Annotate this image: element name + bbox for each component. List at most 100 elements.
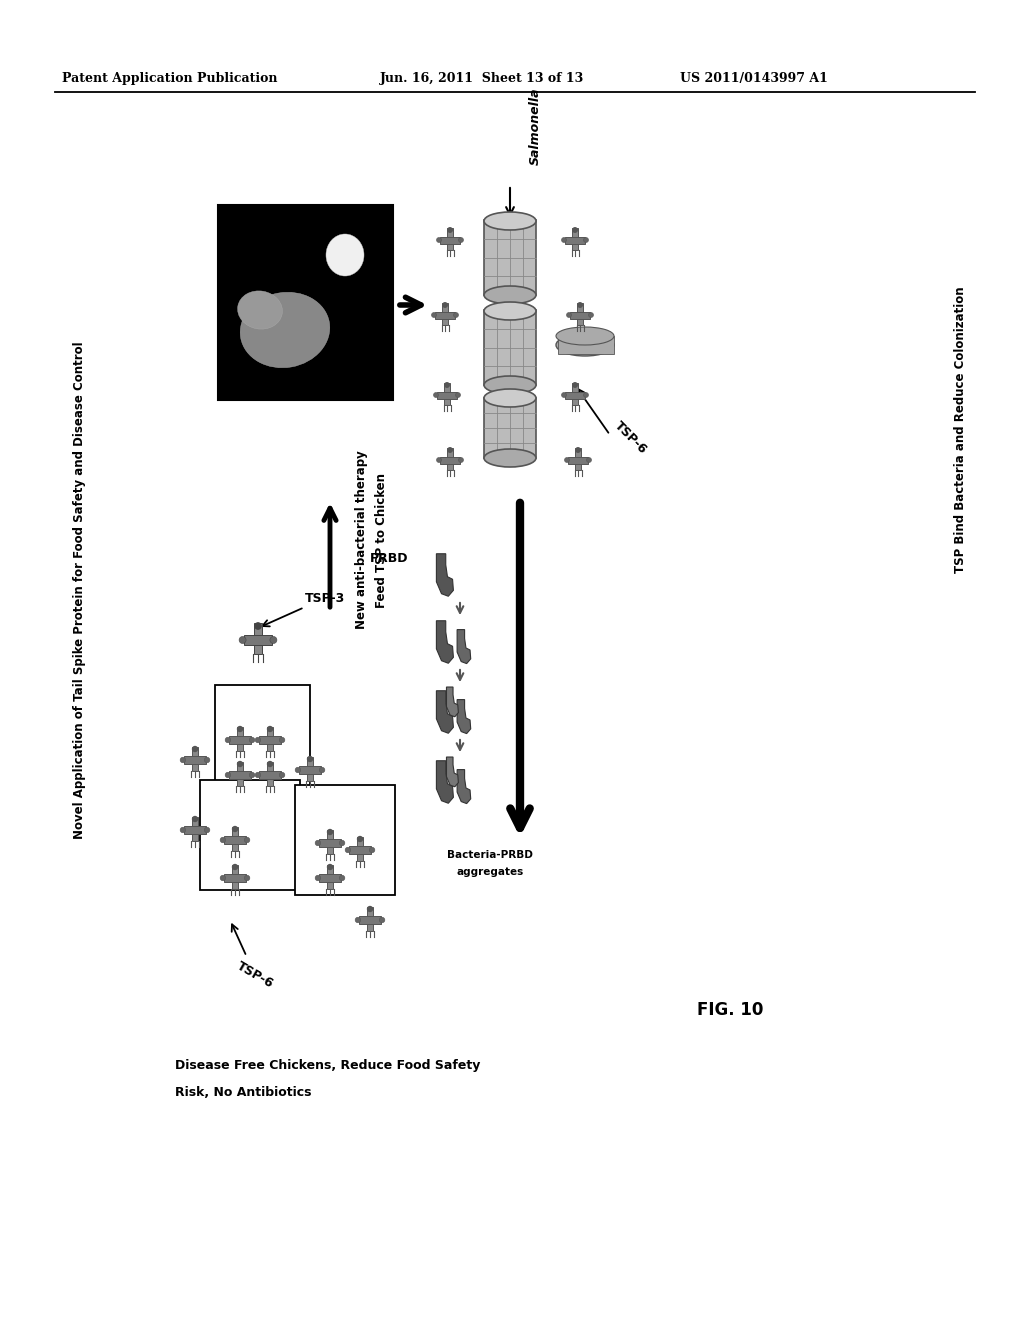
Ellipse shape <box>484 389 536 407</box>
Bar <box>572 228 578 249</box>
Ellipse shape <box>225 772 230 777</box>
Bar <box>558 337 614 354</box>
Ellipse shape <box>556 327 614 345</box>
Ellipse shape <box>241 292 330 368</box>
Ellipse shape <box>566 313 571 318</box>
Text: FIG. 10: FIG. 10 <box>696 1001 763 1019</box>
Bar <box>442 304 449 325</box>
Ellipse shape <box>193 817 198 821</box>
Bar <box>565 392 585 399</box>
Bar <box>568 457 588 463</box>
Ellipse shape <box>561 392 566 397</box>
Ellipse shape <box>238 290 283 329</box>
Ellipse shape <box>180 758 185 763</box>
Bar <box>191 747 199 771</box>
Bar <box>327 830 333 854</box>
Ellipse shape <box>584 238 589 243</box>
Bar <box>447 447 453 470</box>
Ellipse shape <box>205 758 210 763</box>
Ellipse shape <box>205 828 210 833</box>
Ellipse shape <box>267 762 272 767</box>
Ellipse shape <box>572 228 578 232</box>
Bar <box>437 392 457 399</box>
Bar <box>231 865 239 888</box>
Ellipse shape <box>484 376 536 393</box>
Text: Jun. 16, 2011  Sheet 13 of 13: Jun. 16, 2011 Sheet 13 of 13 <box>380 73 585 84</box>
Text: TSP-3: TSP-3 <box>262 591 345 627</box>
Polygon shape <box>446 758 459 787</box>
Ellipse shape <box>379 917 385 923</box>
Bar <box>200 780 300 890</box>
Ellipse shape <box>225 738 230 743</box>
Ellipse shape <box>232 865 238 870</box>
Text: US 2011/0143997 A1: US 2011/0143997 A1 <box>680 73 827 84</box>
Bar <box>237 727 244 751</box>
Ellipse shape <box>454 313 459 318</box>
Bar <box>577 304 583 325</box>
Bar <box>359 916 381 924</box>
Ellipse shape <box>584 392 589 397</box>
Ellipse shape <box>436 458 441 462</box>
Bar <box>259 737 281 744</box>
Bar <box>259 771 281 779</box>
Ellipse shape <box>339 841 345 846</box>
Bar <box>572 383 578 405</box>
Ellipse shape <box>357 837 362 841</box>
Ellipse shape <box>232 826 238 832</box>
Polygon shape <box>436 620 454 663</box>
Bar <box>319 874 341 882</box>
Polygon shape <box>457 700 471 734</box>
Ellipse shape <box>239 636 246 644</box>
Ellipse shape <box>326 234 364 276</box>
Bar <box>484 310 536 385</box>
Bar <box>184 756 206 764</box>
Ellipse shape <box>220 837 225 842</box>
Ellipse shape <box>238 726 243 731</box>
Ellipse shape <box>238 762 243 767</box>
Bar <box>565 236 585 243</box>
Ellipse shape <box>255 738 261 743</box>
Text: Feed TSP to Chicken: Feed TSP to Chicken <box>375 473 388 607</box>
Bar <box>244 635 272 645</box>
Bar <box>367 907 374 931</box>
Bar <box>299 766 321 774</box>
Bar <box>229 737 251 744</box>
Ellipse shape <box>355 917 360 923</box>
Ellipse shape <box>447 447 453 453</box>
Ellipse shape <box>484 286 536 304</box>
Ellipse shape <box>328 829 333 834</box>
Polygon shape <box>436 554 454 597</box>
Bar <box>237 762 244 785</box>
Bar <box>184 826 206 834</box>
Text: Novel Application of Tail Spike Protein for Food Safety and Disease Control: Novel Application of Tail Spike Protein … <box>74 341 86 838</box>
Bar <box>218 205 393 400</box>
Ellipse shape <box>370 847 375 853</box>
Bar <box>484 399 536 458</box>
Ellipse shape <box>575 447 581 453</box>
Bar <box>295 785 395 895</box>
Polygon shape <box>436 690 454 733</box>
Bar <box>484 220 536 294</box>
Ellipse shape <box>572 383 578 387</box>
Text: PRBD: PRBD <box>370 552 408 565</box>
Ellipse shape <box>368 907 373 912</box>
Bar <box>215 685 310 789</box>
Ellipse shape <box>436 238 441 243</box>
Text: New anti-bacterial therapy: New anti-bacterial therapy <box>355 450 368 630</box>
Bar <box>349 846 371 854</box>
Ellipse shape <box>250 738 255 743</box>
Bar <box>254 623 262 653</box>
Ellipse shape <box>459 458 464 462</box>
Text: TSP Bind Bacteria and Reduce Colonization: TSP Bind Bacteria and Reduce Colonizatio… <box>953 286 967 573</box>
Ellipse shape <box>193 747 198 751</box>
Bar <box>224 836 246 843</box>
Text: Patent Application Publication: Patent Application Publication <box>62 73 278 84</box>
Polygon shape <box>436 760 454 804</box>
Bar <box>191 817 199 841</box>
Ellipse shape <box>315 875 321 880</box>
Ellipse shape <box>561 238 566 243</box>
Ellipse shape <box>180 828 185 833</box>
Bar <box>575 447 581 470</box>
Bar <box>447 228 453 249</box>
Ellipse shape <box>245 837 250 842</box>
